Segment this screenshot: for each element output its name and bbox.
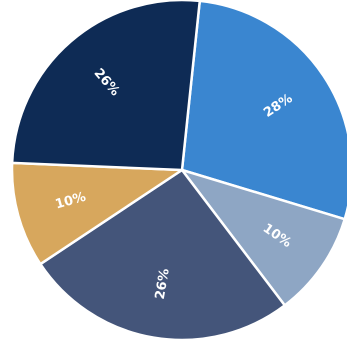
pie-slice-label-3: 26%: [153, 267, 173, 300]
pie-slice-4: [10, 161, 184, 266]
pie-slice-3: [39, 168, 287, 342]
pie-slice-5: [10, 0, 202, 172]
pie-slice-2: [180, 168, 346, 307]
pie-slice-1: [180, 0, 347, 221]
pie-slices: [10, 0, 347, 342]
